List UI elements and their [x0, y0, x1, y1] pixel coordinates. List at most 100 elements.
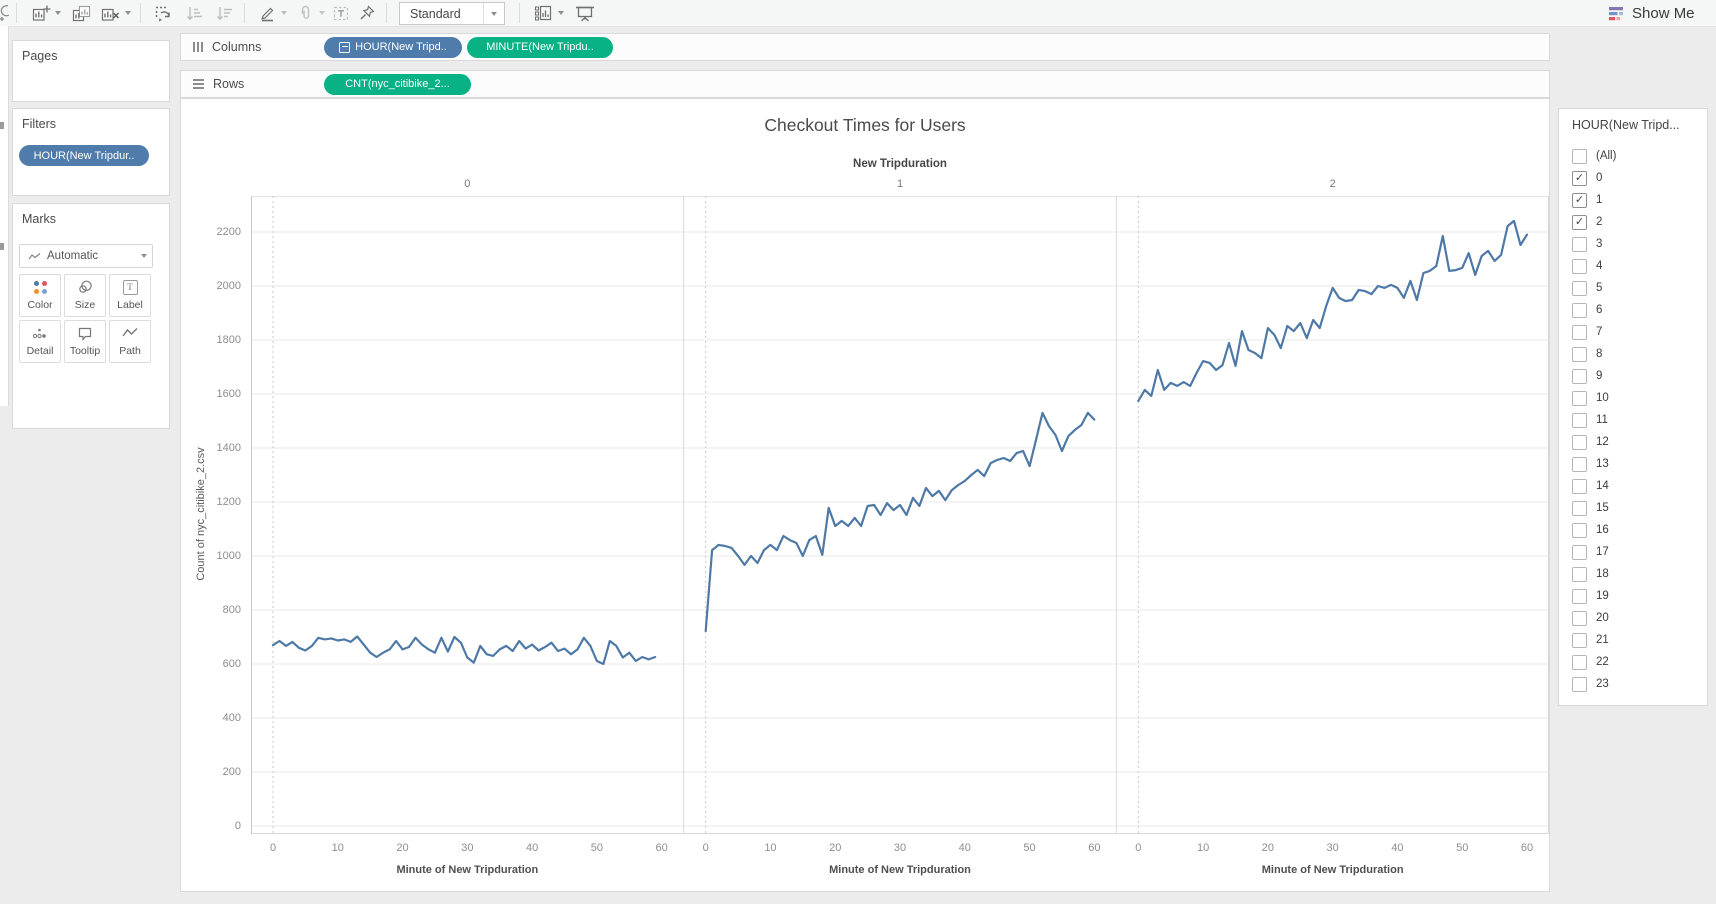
- duplicate-sheet-button[interactable]: [70, 0, 94, 26]
- checkbox[interactable]: [1572, 654, 1587, 670]
- checkbox[interactable]: [1572, 258, 1587, 274]
- checkbox[interactable]: ✓: [1572, 170, 1587, 186]
- filter-item-1[interactable]: ✓ 1: [1559, 189, 1707, 211]
- filter-item-15[interactable]: 15: [1559, 497, 1707, 519]
- highlight-button[interactable]: [256, 0, 278, 26]
- pill-cnt-rows[interactable]: CNT(nyc_citibike_2...: [324, 73, 471, 95]
- mark-type-dropdown[interactable]: Automatic: [19, 244, 153, 268]
- filter-item-17[interactable]: 17: [1559, 541, 1707, 563]
- pill-hour-columns[interactable]: HOUR(New Tripd..: [324, 36, 462, 58]
- marks-color-button[interactable]: Color: [19, 274, 61, 317]
- clear-sheet-caret[interactable]: [123, 0, 133, 26]
- filter-item-0[interactable]: ✓ 0: [1559, 167, 1707, 189]
- filter-item-2[interactable]: ✓ 2: [1559, 211, 1707, 233]
- checkbox[interactable]: [1572, 544, 1587, 560]
- x-axis-title[interactable]: Minute of New Tripduration: [1261, 864, 1404, 876]
- fix-axes-pin-button[interactable]: [356, 0, 378, 26]
- filter-item-18[interactable]: 18: [1559, 563, 1707, 585]
- sort-descending-button[interactable]: [212, 0, 236, 26]
- filter-item-all[interactable]: (All): [1559, 145, 1707, 167]
- filter-item-3[interactable]: 3: [1559, 233, 1707, 255]
- checkbox[interactable]: [1572, 324, 1587, 340]
- checkbox[interactable]: [1572, 412, 1587, 428]
- checkbox[interactable]: [1572, 280, 1587, 296]
- color-icon: [20, 275, 60, 299]
- pill-minute-columns[interactable]: MINUTE(New Tripdu..: [467, 36, 613, 58]
- new-worksheet-button[interactable]: [30, 0, 52, 26]
- marks-label-button[interactable]: T Label: [109, 274, 151, 317]
- checkbox[interactable]: [1572, 456, 1587, 472]
- checkbox[interactable]: [1572, 610, 1587, 626]
- checkbox[interactable]: [1572, 346, 1587, 362]
- filter-item-9[interactable]: 9: [1559, 365, 1707, 387]
- checkbox[interactable]: [1572, 478, 1587, 494]
- x-axis-title[interactable]: Minute of New Tripduration: [829, 864, 971, 876]
- show-me-button[interactable]: Show Me: [1608, 0, 1716, 26]
- filter-item-12[interactable]: 12: [1559, 431, 1707, 453]
- marks-detail-button[interactable]: Detail: [19, 320, 61, 363]
- group-caret[interactable]: [317, 0, 327, 26]
- filter-item-5[interactable]: 5: [1559, 277, 1707, 299]
- checkbox[interactable]: [1572, 566, 1587, 582]
- filter-item-4[interactable]: 4: [1559, 255, 1707, 277]
- checkbox[interactable]: [1572, 522, 1587, 538]
- marks-tooltip-button[interactable]: Tooltip: [64, 320, 106, 363]
- marks-path-button[interactable]: Path: [109, 320, 151, 363]
- trend-line-hour-2[interactable]: [1137, 219, 1529, 403]
- worksheet-view[interactable]: Checkout Times for Users New Tripduratio…: [180, 98, 1550, 892]
- minus-box-icon[interactable]: [339, 41, 351, 53]
- rows-shelf-label: Rows: [181, 71, 324, 97]
- filter-item-22[interactable]: 22: [1559, 651, 1707, 673]
- checkbox[interactable]: [1572, 148, 1587, 164]
- filter-item-16[interactable]: 16: [1559, 519, 1707, 541]
- fit-mode-select[interactable]: Standard: [399, 2, 505, 25]
- checkbox[interactable]: ✓: [1572, 192, 1587, 208]
- group-members-button[interactable]: [294, 0, 316, 26]
- checkbox[interactable]: [1572, 676, 1587, 692]
- filter-item-23[interactable]: 23: [1559, 673, 1707, 695]
- filter-item-11[interactable]: 11: [1559, 409, 1707, 431]
- filter-item-6[interactable]: 6: [1559, 299, 1707, 321]
- panel-header-2[interactable]: 2: [1329, 178, 1336, 190]
- plot-area[interactable]: [251, 196, 1549, 834]
- filter-item-20[interactable]: 20: [1559, 607, 1707, 629]
- sort-ascending-button[interactable]: [182, 0, 206, 26]
- fit-mode-caret[interactable]: [483, 3, 504, 24]
- checkbox[interactable]: [1572, 632, 1587, 648]
- checkbox[interactable]: [1572, 302, 1587, 318]
- x-axis-title[interactable]: Minute of New Tripduration: [396, 864, 539, 876]
- filter-item-10[interactable]: 10: [1559, 387, 1707, 409]
- columns-shelf[interactable]: Columns HOUR(New Tripd.. MINUTE(New Trip…: [180, 33, 1550, 61]
- checkbox[interactable]: [1572, 236, 1587, 252]
- filter-pill-hour[interactable]: HOUR(New Tripdur..: [19, 145, 149, 166]
- filter-item-21[interactable]: 21: [1559, 629, 1707, 651]
- swap-rows-columns-button[interactable]: [150, 0, 174, 26]
- y-tick-label: 1800: [216, 333, 241, 346]
- filter-item-14[interactable]: 14: [1559, 475, 1707, 497]
- clear-sheet-button[interactable]: [100, 0, 122, 26]
- checkbox[interactable]: [1572, 368, 1587, 384]
- filter-item-19[interactable]: 19: [1559, 585, 1707, 607]
- y-axis-title[interactable]: Count of nyc_citibike_2.csv: [195, 447, 207, 581]
- mark-type-caret[interactable]: [135, 245, 152, 267]
- checkbox[interactable]: ✓: [1572, 214, 1587, 230]
- marks-size-button[interactable]: Size: [64, 274, 106, 317]
- checkbox[interactable]: [1572, 588, 1587, 604]
- filter-item-7[interactable]: 7: [1559, 321, 1707, 343]
- new-worksheet-caret[interactable]: [53, 0, 63, 26]
- highlight-caret[interactable]: [279, 0, 289, 26]
- panel-header-0[interactable]: 0: [464, 178, 471, 190]
- trend-line-hour-0[interactable]: [271, 635, 657, 666]
- checkbox[interactable]: [1572, 434, 1587, 450]
- panel-header-1[interactable]: 1: [896, 178, 904, 190]
- rows-shelf[interactable]: Rows CNT(nyc_citibike_2...: [180, 70, 1550, 98]
- checkbox[interactable]: [1572, 390, 1587, 406]
- trend-line-hour-1[interactable]: [704, 411, 1096, 633]
- filter-item-8[interactable]: 8: [1559, 343, 1707, 365]
- show-hide-cards-button[interactable]: [531, 0, 555, 26]
- presentation-mode-button[interactable]: [572, 0, 598, 26]
- filter-item-13[interactable]: 13: [1559, 453, 1707, 475]
- checkbox[interactable]: [1572, 500, 1587, 516]
- show-mark-labels-button[interactable]: [330, 0, 352, 26]
- cards-caret[interactable]: [556, 0, 566, 26]
